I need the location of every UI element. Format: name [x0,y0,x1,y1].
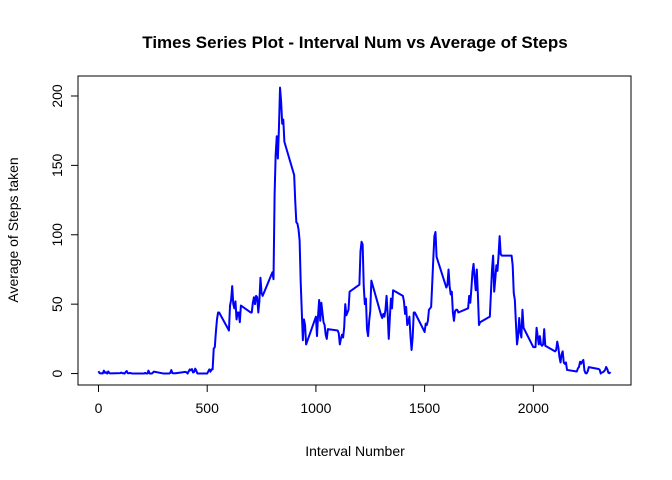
x-tick-label: 2000 [518,400,549,416]
x-tick-label: 500 [196,400,220,416]
x-tick-label: 1000 [300,400,331,416]
y-tick-label: 200 [49,84,65,108]
chart-title: Times Series Plot - Interval Num vs Aver… [142,33,567,52]
x-tick-label: 1500 [409,400,440,416]
x-tick-label: 0 [95,400,103,416]
data-line [97,86,612,375]
y-axis-label: Average of Steps taken [5,157,21,302]
y-tick-label: 150 [49,153,65,177]
y-tick-label: 50 [49,296,65,312]
y-tick-label: 0 [49,369,65,377]
plot-box [77,75,632,386]
x-axis-label: Interval Number [305,443,405,459]
y-tick-label: 100 [49,223,65,247]
